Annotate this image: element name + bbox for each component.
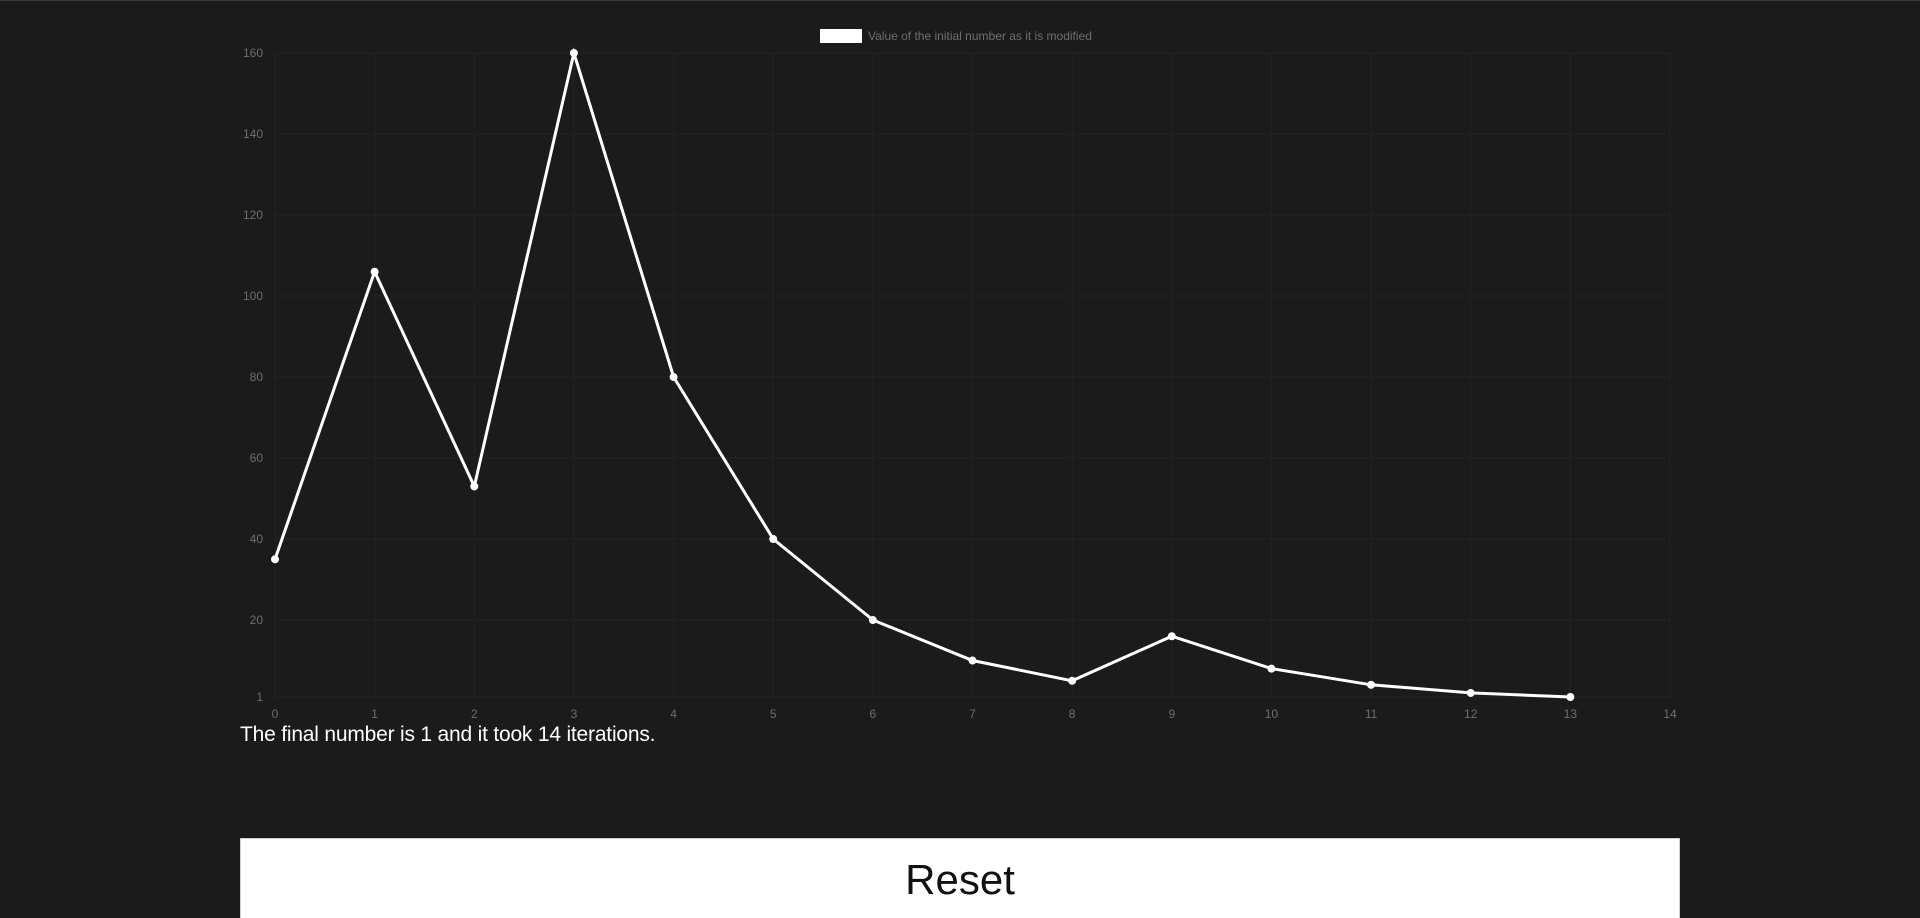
data-point[interactable]: [1167, 632, 1176, 641]
x-tick-label: 8: [1069, 707, 1076, 721]
result-text: The final number is 1 and it took 14 ite…: [240, 723, 656, 746]
reset-button[interactable]: Reset: [240, 838, 1680, 918]
y-tick-label: 20: [250, 613, 264, 627]
data-point[interactable]: [1267, 664, 1276, 673]
data-point[interactable]: [769, 535, 778, 544]
x-tick-label: 7: [969, 707, 976, 721]
x-tick-label: 4: [670, 707, 677, 721]
data-point[interactable]: [470, 482, 479, 491]
legend-label[interactable]: Value of the initial number as it is mod…: [868, 29, 1092, 43]
y-tick-label: 100: [243, 289, 263, 303]
legend[interactable]: Value of the initial number as it is mod…: [820, 29, 1092, 43]
data-point[interactable]: [1068, 676, 1077, 685]
x-tick-label: 10: [1265, 707, 1279, 721]
x-tick-label: 9: [1168, 707, 1175, 721]
y-tick-label: 80: [250, 370, 264, 384]
x-tick-label: 3: [571, 707, 578, 721]
x-tick-label: 2: [471, 707, 478, 721]
legend-swatch[interactable]: [820, 29, 862, 43]
grid-layer: [274, 52, 1671, 698]
y-tick-label: 160: [243, 46, 263, 60]
data-point[interactable]: [669, 373, 678, 382]
y-tick-label: 140: [243, 127, 263, 141]
y-tick-label: 40: [250, 532, 264, 546]
x-tick-label: 13: [1564, 707, 1578, 721]
series-line-layer: [273, 47, 1571, 699]
data-point[interactable]: [271, 555, 279, 564]
series-points-layer: [271, 49, 1575, 701]
series-line: [273, 47, 1571, 699]
x-tick-label: 5: [770, 707, 777, 721]
y-tick-label: 1: [256, 690, 263, 704]
data-point[interactable]: [968, 656, 977, 665]
data-point[interactable]: [1367, 680, 1376, 689]
x-tick-label: 12: [1464, 707, 1478, 721]
reset-button-label: Reset: [905, 856, 1015, 903]
x-tick-label: 14: [1663, 707, 1677, 721]
x-tick-label: 1: [371, 707, 378, 721]
y-tick-label: 60: [250, 451, 264, 465]
x-tick-label: 6: [870, 707, 877, 721]
data-point[interactable]: [1566, 693, 1575, 701]
x-tick-label: 11: [1365, 707, 1378, 721]
y-tick-label: 120: [243, 208, 263, 222]
data-point[interactable]: [1466, 688, 1475, 697]
data-point[interactable]: [569, 49, 578, 57]
x-tick-label: 0: [272, 707, 279, 721]
x-axis-ticks: 0 1 2 3 4 5 6 7 8 9 10 11 12 13 14: [272, 707, 1677, 721]
data-point[interactable]: [868, 616, 877, 625]
data-point[interactable]: [370, 267, 379, 276]
